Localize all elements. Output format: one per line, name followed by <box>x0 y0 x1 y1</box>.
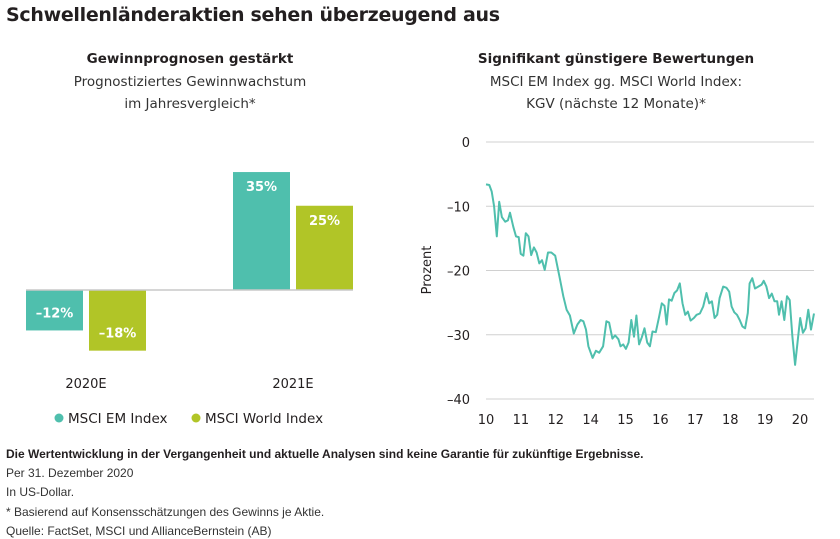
bar-chart-subtitle-2: im Jahresvergleich* <box>124 96 256 112</box>
legend-label: MSCI EM Index <box>68 411 168 427</box>
footnote-currency: In US-Dollar. <box>6 485 75 499</box>
x-tick-label: 19 <box>757 413 774 428</box>
bar-world-2020E <box>89 290 146 351</box>
valuation-line <box>485 183 815 366</box>
line-chart-title: Signifikant günstigere Bewertungen <box>477 51 755 67</box>
category-label: 2020E <box>65 377 106 392</box>
bar-em-2020E <box>26 290 83 331</box>
charts-canvas: –12% 35% –18% 25% 2020E 2021E MSCI EM Index MSC… <box>26 136 815 428</box>
bar-data-label: –18% <box>99 327 137 342</box>
bar-em-2021E <box>233 172 290 290</box>
disclaimer: Die Wertentwicklung in der Vergangenheit… <box>6 447 644 461</box>
bar-data-label: 35% <box>246 180 277 195</box>
bar-data-label: –12% <box>36 306 74 321</box>
y-tick-label: –20 <box>447 265 470 280</box>
footnote-basis: * Basierend auf Konsensschätzungen des G… <box>6 505 325 519</box>
line-chart-subtitle-2: KGV (nächste 12 Monate)* <box>526 96 706 112</box>
y-tick-label: –40 <box>447 393 470 408</box>
x-tick-label: 16 <box>652 413 669 428</box>
footnote-source: Quelle: FactSet, MSCI und AllianceBernst… <box>6 524 272 538</box>
y-tick-label: –10 <box>447 200 470 215</box>
x-tick-label: 20 <box>792 413 809 428</box>
footnote-date: Per 31. Dezember 2020 <box>6 466 134 480</box>
page-title: Schwellenländeraktien sehen überzeugend … <box>6 4 500 26</box>
bar-chart-title: Gewinnprognosen gestärkt <box>86 51 294 67</box>
bar-chart-subtitle-1: Prognostiziertes Gewinnwachstum <box>73 74 307 90</box>
x-tick-label: 15 <box>617 413 634 428</box>
legend-dot-icon <box>191 413 201 423</box>
x-tick-label: 14 <box>582 413 599 428</box>
y-axis-label: Prozent <box>420 246 435 295</box>
line-chart-subtitle-1: MSCI EM Index gg. MSCI World Index: <box>489 74 743 90</box>
legend-dot-icon <box>54 413 64 423</box>
category-label: 2021E <box>272 377 313 392</box>
y-tick-label: 0 <box>462 136 470 151</box>
x-tick-label: 17 <box>687 413 704 428</box>
legend-label: MSCI World Index <box>205 411 323 427</box>
x-tick-label: 18 <box>722 413 739 428</box>
y-tick-label: –30 <box>447 329 470 344</box>
bar-world-2021E <box>296 205 353 290</box>
x-tick-label: 12 <box>548 413 565 428</box>
bar-data-label: 25% <box>309 214 340 229</box>
x-tick-label: 10 <box>478 413 495 428</box>
x-tick-label: 11 <box>513 413 530 428</box>
